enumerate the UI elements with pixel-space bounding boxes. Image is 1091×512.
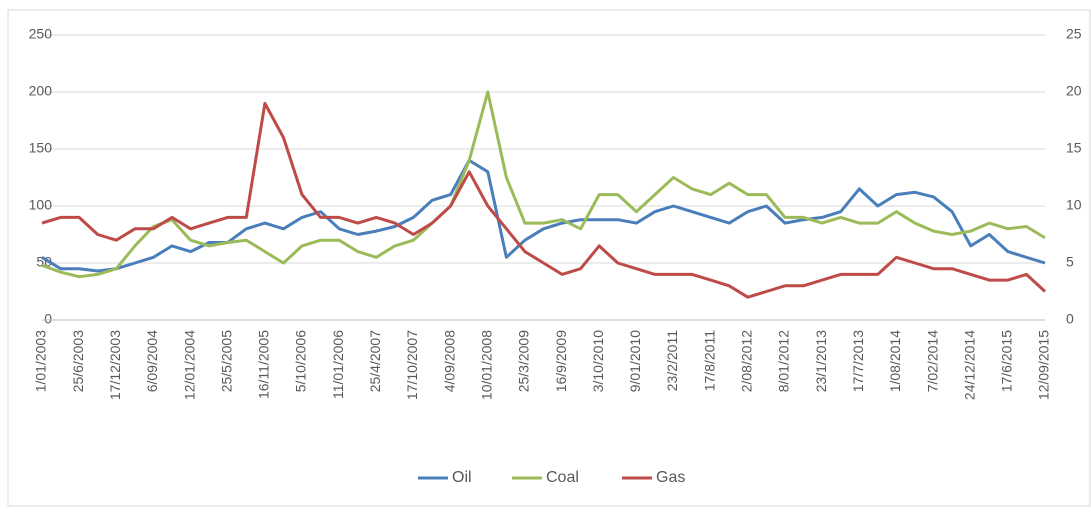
x-tick-label: 8/01/2012 (776, 330, 792, 392)
x-tick-label: 1/08/2014 (887, 330, 903, 392)
x-tick-label: 23/2/2011 (664, 330, 680, 391)
x-tick-label: 11/01/2006 (330, 330, 346, 399)
y-tick-label: 200 (29, 83, 53, 99)
y2-tick-label: 25 (1066, 26, 1082, 42)
x-tick-label: 17/7/2013 (850, 330, 866, 392)
x-tick-label: 9/01/2010 (627, 330, 643, 392)
x-tick-label: 12/01/2004 (181, 330, 197, 400)
x-tick-label: 3/10/2010 (590, 330, 606, 392)
x-tick-label: 5/10/2006 (293, 330, 309, 392)
x-tick-label: 24/12/2014 (961, 330, 977, 400)
y-tick-label: 150 (29, 140, 53, 156)
x-tick-label: 16/11/2005 (256, 330, 272, 399)
x-tick-label: 17/6/2015 (999, 330, 1015, 392)
y-tick-label: 50 (36, 254, 52, 270)
x-tick-label: 12/09/2015 (1036, 330, 1052, 400)
y-tick-label: 250 (29, 26, 53, 42)
x-tick-label: 7/02/2014 (924, 330, 940, 392)
x-tick-label: 25/4/2007 (367, 330, 383, 392)
x-tick-label: 23/1/2013 (813, 330, 829, 392)
x-tick-label: 16/9/2009 (553, 330, 569, 392)
x-tick-label: 25/5/2005 (218, 330, 234, 392)
y2-tick-label: 10 (1066, 197, 1082, 213)
chart-border (7, 9, 1091, 507)
y2-tick-label: 0 (1066, 311, 1074, 327)
x-tick-label: 1/01/2003 (33, 330, 49, 392)
x-tick-label: 6/09/2004 (144, 330, 160, 392)
legend-label: Coal (546, 469, 579, 486)
series-line (41, 158, 1046, 273)
x-tick-label: 17/10/2007 (404, 330, 420, 400)
y2-tick-label: 15 (1066, 140, 1082, 156)
x-tick-label: 17/12/2003 (107, 330, 123, 400)
series-line (41, 90, 1046, 279)
series-line (41, 101, 1047, 299)
legend-label: Oil (452, 469, 472, 486)
x-tick-label: 2/08/2012 (739, 330, 755, 392)
y2-tick-label: 20 (1066, 83, 1082, 99)
y-tick-label: 0 (44, 311, 52, 327)
x-tick-label: 4/09/2008 (441, 330, 457, 392)
y-tick-label: 100 (29, 197, 53, 213)
x-tick-label: 17/8/2011 (701, 330, 717, 391)
x-tick-label: 25/6/2003 (70, 330, 86, 392)
y2-tick-label: 5 (1066, 254, 1074, 270)
legend-label: Gas (656, 469, 685, 486)
x-tick-label: 25/3/2009 (516, 330, 532, 392)
x-tick-label: 10/01/2008 (478, 330, 494, 400)
